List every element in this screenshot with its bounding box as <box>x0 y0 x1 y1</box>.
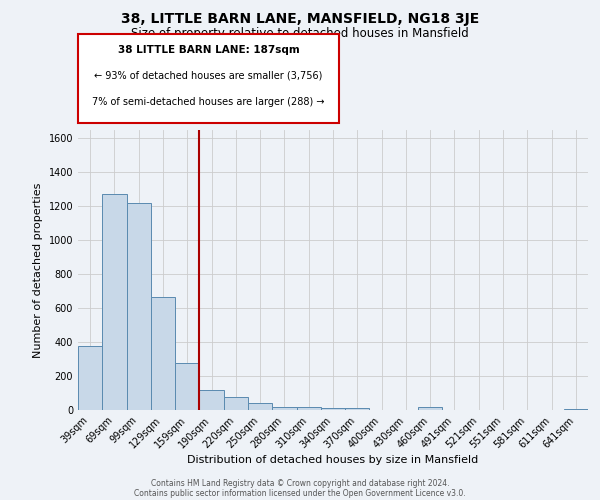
Text: 38, LITTLE BARN LANE, MANSFIELD, NG18 3JE: 38, LITTLE BARN LANE, MANSFIELD, NG18 3J… <box>121 12 479 26</box>
Text: 38 LITTLE BARN LANE: 187sqm: 38 LITTLE BARN LANE: 187sqm <box>118 45 299 55</box>
Text: ← 93% of detached houses are smaller (3,756): ← 93% of detached houses are smaller (3,… <box>94 71 323 81</box>
Bar <box>127 203 151 410</box>
Bar <box>78 346 102 410</box>
Bar <box>272 406 296 410</box>
Text: Contains HM Land Registry data © Crown copyright and database right 2024.: Contains HM Land Registry data © Crown c… <box>151 478 449 488</box>
Bar <box>418 408 442 410</box>
Bar <box>175 364 199 410</box>
Text: Size of property relative to detached houses in Mansfield: Size of property relative to detached ho… <box>131 28 469 40</box>
Bar <box>102 194 127 410</box>
Text: Contains public sector information licensed under the Open Government Licence v3: Contains public sector information licen… <box>134 488 466 498</box>
Bar <box>224 398 248 410</box>
Bar <box>564 409 588 410</box>
Text: 7% of semi-detached houses are larger (288) →: 7% of semi-detached houses are larger (2… <box>92 97 325 107</box>
X-axis label: Distribution of detached houses by size in Mansfield: Distribution of detached houses by size … <box>187 456 479 466</box>
Y-axis label: Number of detached properties: Number of detached properties <box>33 182 43 358</box>
Bar <box>321 408 345 410</box>
Bar <box>151 297 175 410</box>
Bar <box>199 390 224 410</box>
Bar <box>296 408 321 410</box>
Bar <box>345 408 370 410</box>
Bar <box>248 403 272 410</box>
